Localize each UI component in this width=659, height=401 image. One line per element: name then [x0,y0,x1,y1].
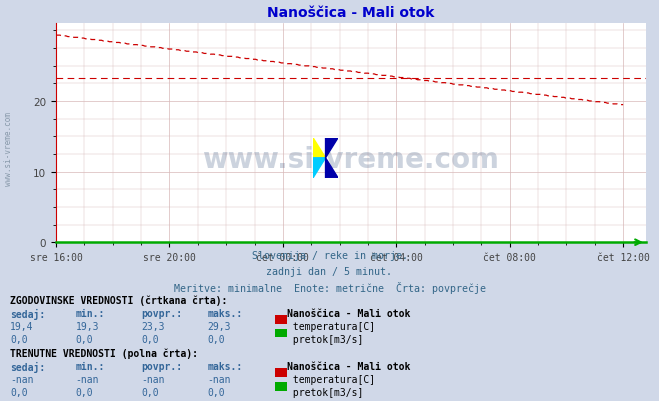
Polygon shape [313,158,326,178]
Text: -nan: -nan [142,374,165,384]
Text: 29,3: 29,3 [208,321,231,331]
Text: ZGODOVINSKE VREDNOSTI (črtkana črta):: ZGODOVINSKE VREDNOSTI (črtkana črta): [10,295,227,305]
Text: povpr.:: povpr.: [142,308,183,318]
Text: pretok[m3/s]: pretok[m3/s] [287,387,363,397]
Text: www.si-vreme.com: www.si-vreme.com [4,111,13,185]
Text: Nanoščica - Mali otok: Nanoščica - Mali otok [287,361,410,371]
Polygon shape [326,158,338,178]
Text: -nan: -nan [76,374,100,384]
Text: Meritve: minimalne  Enote: metrične  Črta: povprečje: Meritve: minimalne Enote: metrične Črta:… [173,281,486,293]
Text: pretok[m3/s]: pretok[m3/s] [287,334,363,344]
Text: TRENUTNE VREDNOSTI (polna črta):: TRENUTNE VREDNOSTI (polna črta): [10,348,198,358]
Title: Nanoščica - Mali otok: Nanoščica - Mali otok [268,6,434,20]
Text: 0,0: 0,0 [142,334,159,344]
Text: -nan: -nan [10,374,34,384]
Text: 0,0: 0,0 [76,387,94,397]
Text: 0,0: 0,0 [142,387,159,397]
Text: -nan: -nan [208,374,231,384]
Text: sedaj:: sedaj: [10,308,45,319]
Text: maks.:: maks.: [208,361,243,371]
Text: sedaj:: sedaj: [10,361,45,372]
Text: povpr.:: povpr.: [142,361,183,371]
Text: Slovenija / reke in morje.: Slovenija / reke in morje. [252,251,407,261]
Text: www.si-vreme.com: www.si-vreme.com [202,146,500,174]
Text: 19,3: 19,3 [76,321,100,331]
Text: 19,4: 19,4 [10,321,34,331]
Text: temperatura[C]: temperatura[C] [287,321,375,331]
Text: 0,0: 0,0 [76,334,94,344]
Text: 23,3: 23,3 [142,321,165,331]
Polygon shape [326,138,338,158]
Text: 0,0: 0,0 [10,387,28,397]
Text: 0,0: 0,0 [208,387,225,397]
Text: temperatura[C]: temperatura[C] [287,374,375,384]
Text: maks.:: maks.: [208,308,243,318]
Text: min.:: min.: [76,361,105,371]
Text: zadnji dan / 5 minut.: zadnji dan / 5 minut. [266,266,393,276]
Text: 0,0: 0,0 [208,334,225,344]
Text: 0,0: 0,0 [10,334,28,344]
Polygon shape [313,138,326,158]
Text: min.:: min.: [76,308,105,318]
Text: Nanoščica - Mali otok: Nanoščica - Mali otok [287,308,410,318]
